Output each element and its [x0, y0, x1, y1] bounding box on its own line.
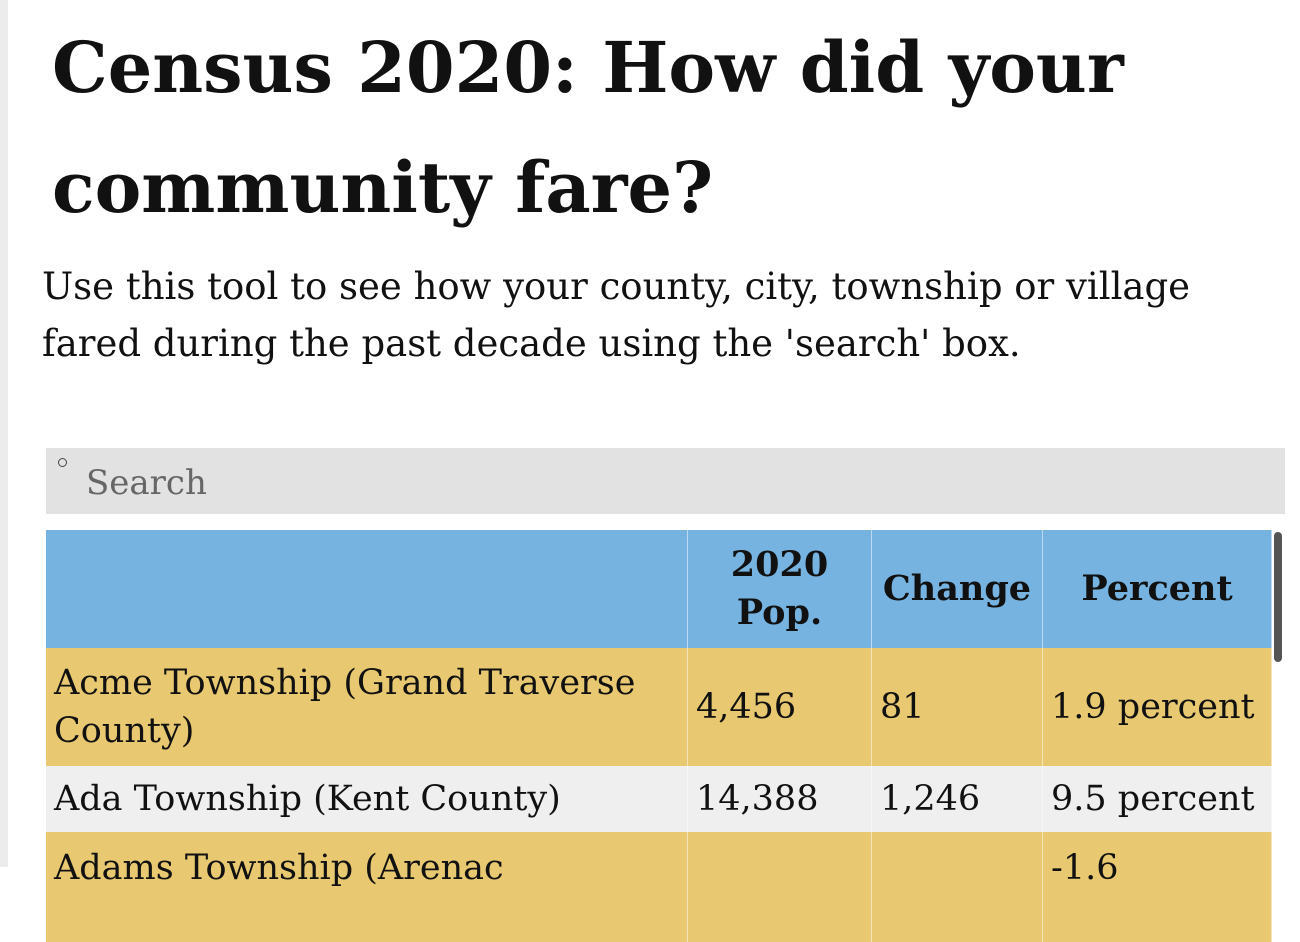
row-cell: 1,246: [872, 766, 1043, 832]
search-icon: [58, 458, 67, 467]
description: Use this tool to see how your county, ci…: [42, 265, 1191, 365]
side-strip: [0, 0, 8, 867]
row-name: Acme Township (Grand Traverse County): [46, 648, 688, 766]
row-cell: 1.9 percent: [1043, 648, 1272, 766]
row-cell: [872, 832, 1043, 942]
title: Census 2020: How did your community fare…: [52, 26, 1124, 229]
row-cell: -1.6: [1043, 832, 1272, 942]
row-cell: 81: [872, 648, 1043, 766]
scrollbar[interactable]: [1274, 532, 1282, 662]
row-name: Ada Township (Kent County): [46, 766, 688, 832]
row-cell: 9.5 percent: [1043, 766, 1272, 832]
search-placeholder: Search: [86, 463, 207, 503]
column-header: Change: [872, 530, 1043, 648]
column-header: 2020 Pop.: [688, 530, 872, 648]
table: 2020 Pop. Change Percent Acme Township (Gra…: [46, 530, 1272, 942]
row-cell: [688, 832, 872, 942]
search-box[interactable]: Search: [46, 448, 1285, 514]
column-header: [46, 530, 688, 648]
column-header: Percent: [1043, 530, 1272, 648]
row-name: Adams Township (Arenac: [46, 832, 688, 942]
row-cell: 14,388: [688, 766, 872, 832]
row-cell: 4,456: [688, 648, 872, 766]
